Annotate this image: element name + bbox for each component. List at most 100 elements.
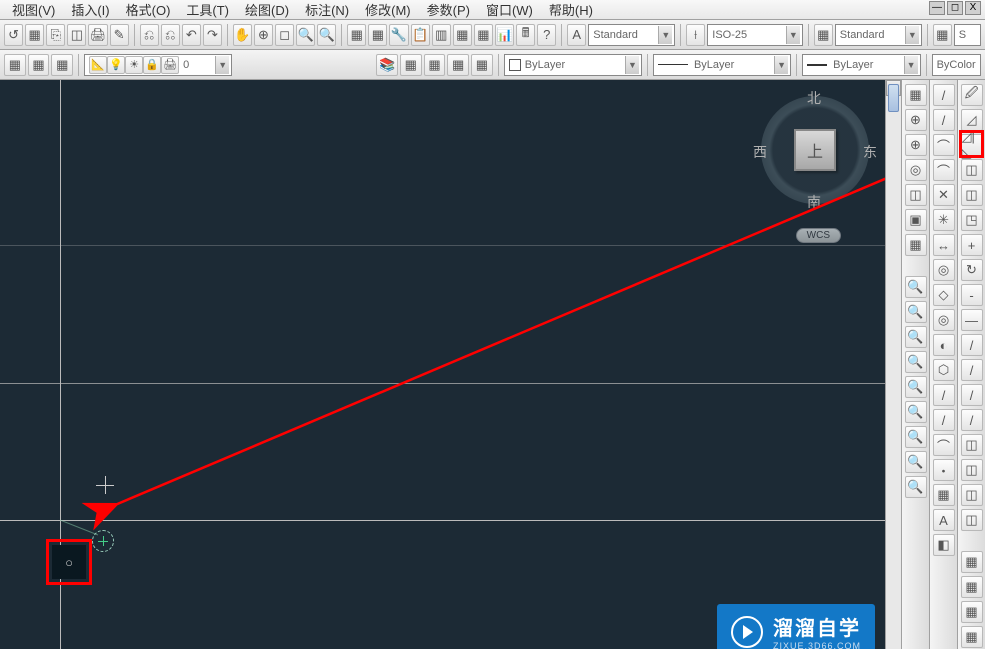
menu-dim[interactable]: 标注(N) <box>297 0 357 21</box>
xline-btn[interactable]: / <box>933 109 955 131</box>
join-btn[interactable]: / <box>961 384 983 406</box>
vp-btn-4[interactable]: ◫ <box>905 184 927 206</box>
vp-btn-6[interactable]: ▦ <box>905 234 927 256</box>
explode-btn[interactable]: ◫ <box>961 459 983 481</box>
layer-tool-2[interactable]: ▦ <box>424 54 446 76</box>
tool-a1[interactable]: ▦ <box>25 24 44 46</box>
menu-draw[interactable]: 绘图(D) <box>237 0 297 21</box>
vp-btn-0[interactable]: ▦ <box>905 84 927 106</box>
text-style-combo[interactable]: Standard ▼ <box>588 24 675 46</box>
layer-btn-2[interactable]: ▦ <box>51 54 73 76</box>
erase-btn[interactable]: 🖉 <box>961 84 983 106</box>
tool-c6[interactable]: ▦ <box>474 24 493 46</box>
extend-btn[interactable]: / <box>961 334 983 356</box>
chamfer-btn[interactable]: / <box>961 409 983 431</box>
tool-c3[interactable]: 📋 <box>411 24 430 46</box>
line-btn[interactable]: / <box>933 84 955 106</box>
order-1[interactable]: ▦ <box>961 576 983 598</box>
fillet-btn[interactable]: ◫ <box>961 434 983 456</box>
circle-btn[interactable]: ◎ <box>933 259 955 281</box>
scroll-thumb[interactable] <box>888 84 899 112</box>
tablestyle-icon[interactable]: ▦ <box>814 24 833 46</box>
vp-btn-3[interactable]: ◎ <box>905 159 927 181</box>
vp-btn-2[interactable]: ⊕ <box>905 134 927 156</box>
text-btn[interactable]: A <box>933 509 955 531</box>
max-button[interactable]: ◻ <box>947 1 963 15</box>
move-btn2[interactable]: ◳ <box>961 209 983 231</box>
nav-north[interactable]: 北 <box>807 88 821 108</box>
menu-window[interactable]: 窗口(W) <box>478 0 541 21</box>
min-button[interactable]: — <box>929 1 945 15</box>
ellarc-btn[interactable]: ◐ <box>933 334 955 356</box>
pan-btn[interactable]: ✋ <box>233 24 252 46</box>
menu-view[interactable]: 视图(V) <box>4 0 63 21</box>
table-style-combo[interactable]: Standard ▼ <box>835 24 922 46</box>
layer-btn-0[interactable]: ▦ <box>4 54 26 76</box>
tool-c8[interactable]: 🖩 <box>516 24 535 46</box>
layer-tool-0[interactable]: 📚 <box>376 54 398 76</box>
dimstyle-icon[interactable]: ⟊ <box>686 24 705 46</box>
scale-btn[interactable]: ↻ <box>961 259 983 281</box>
hex-btn[interactable]: ⬡ <box>933 359 955 381</box>
layer-btn-1[interactable]: ▦ <box>28 54 50 76</box>
zoom-rt-btn[interactable]: ⊕ <box>254 24 273 46</box>
trim-btn[interactable]: — <box>961 309 983 331</box>
order-2[interactable]: ▦ <box>961 601 983 623</box>
menu-modify[interactable]: 修改(M) <box>357 0 419 21</box>
poly-btn[interactable]: ◇ <box>933 284 955 306</box>
mod-16[interactable]: ◫ <box>961 484 983 506</box>
color-combo[interactable]: ByLayer ▼ <box>504 54 642 76</box>
close-button[interactable]: X <box>965 1 981 15</box>
menu-tools[interactable]: 工具(T) <box>178 0 237 21</box>
menu-help[interactable]: 帮助(H) <box>541 0 601 21</box>
tool-c7[interactable]: 📊 <box>495 24 514 46</box>
tool-a5[interactable]: ✎ <box>110 24 129 46</box>
vertical-scrollbar[interactable]: ▲ ▼ <box>885 80 901 649</box>
zoom-btn-2[interactable]: 🔍 <box>905 326 927 348</box>
viewcube-top-face[interactable]: 上 <box>794 129 836 171</box>
tool-a3[interactable]: ◫ <box>67 24 86 46</box>
copy-btn[interactable]: ◿ <box>961 109 983 131</box>
mleader-icon[interactable]: ▦ <box>933 24 952 46</box>
tool-a0[interactable]: ↺ <box>4 24 23 46</box>
offset-btn[interactable]: ◫ <box>961 159 983 181</box>
nav-south[interactable]: 南 <box>807 192 821 212</box>
dim-style-combo[interactable]: ISO-25 ▼ <box>707 24 803 46</box>
spline-btn[interactable]: / <box>933 384 955 406</box>
zoom-w-btn[interactable]: ◻ <box>275 24 294 46</box>
view-cube[interactable]: 上 北 东 南 西 <box>755 90 875 210</box>
move-btn[interactable]: ↔ <box>933 234 955 256</box>
star-btn[interactable]: ✳ <box>933 209 955 231</box>
help-btn[interactable]: ? <box>537 24 556 46</box>
linetype-combo[interactable]: ByLayer ▼ <box>653 54 791 76</box>
tool-c5[interactable]: ▦ <box>453 24 472 46</box>
layer-tool-1[interactable]: ▦ <box>400 54 422 76</box>
mod-17[interactable]: ◫ <box>961 509 983 531</box>
layer-combo[interactable]: 📐 💡 ☀ 🔒 🖨 0 ▼ <box>84 54 232 76</box>
x-btn[interactable]: ✕ <box>933 184 955 206</box>
plotstyle-combo[interactable]: ByColor <box>932 54 981 76</box>
stretch-btn[interactable]: - <box>961 284 983 306</box>
lineweight-combo[interactable]: ByLayer ▼ <box>802 54 920 76</box>
undo-btn[interactable]: ↶ <box>182 24 201 46</box>
textstyle-icon[interactable]: A <box>567 24 586 46</box>
zoom-btn-5[interactable]: 🔍 <box>905 401 927 423</box>
zoom-in-btn[interactable]: 🔍 <box>296 24 315 46</box>
pline-btn[interactable]: ⌒ <box>933 134 955 156</box>
tool-c0[interactable]: ▦ <box>347 24 366 46</box>
layer-tool-4[interactable]: ▦ <box>471 54 493 76</box>
tool-c2[interactable]: 🔧 <box>389 24 408 46</box>
tool-a4[interactable]: 🖨 <box>88 24 107 46</box>
menu-format[interactable]: 格式(O) <box>118 0 179 21</box>
tool-c1[interactable]: ▦ <box>368 24 387 46</box>
zoom-btn-4[interactable]: 🔍 <box>905 376 927 398</box>
menu-param[interactable]: 参数(P) <box>419 0 478 21</box>
rotate-btn[interactable]: + <box>961 234 983 256</box>
zoom-ex-btn[interactable]: 🔍 <box>317 24 336 46</box>
mirror-btn[interactable]: ◿|◺ <box>961 134 983 156</box>
tool-a6[interactable]: ⎌ <box>140 24 159 46</box>
zoom-btn-3[interactable]: 🔍 <box>905 351 927 373</box>
order-3[interactable]: ▦ <box>961 626 983 648</box>
zoom-btn-7[interactable]: 🔍 <box>905 451 927 473</box>
nav-east[interactable]: 东 <box>863 142 877 162</box>
